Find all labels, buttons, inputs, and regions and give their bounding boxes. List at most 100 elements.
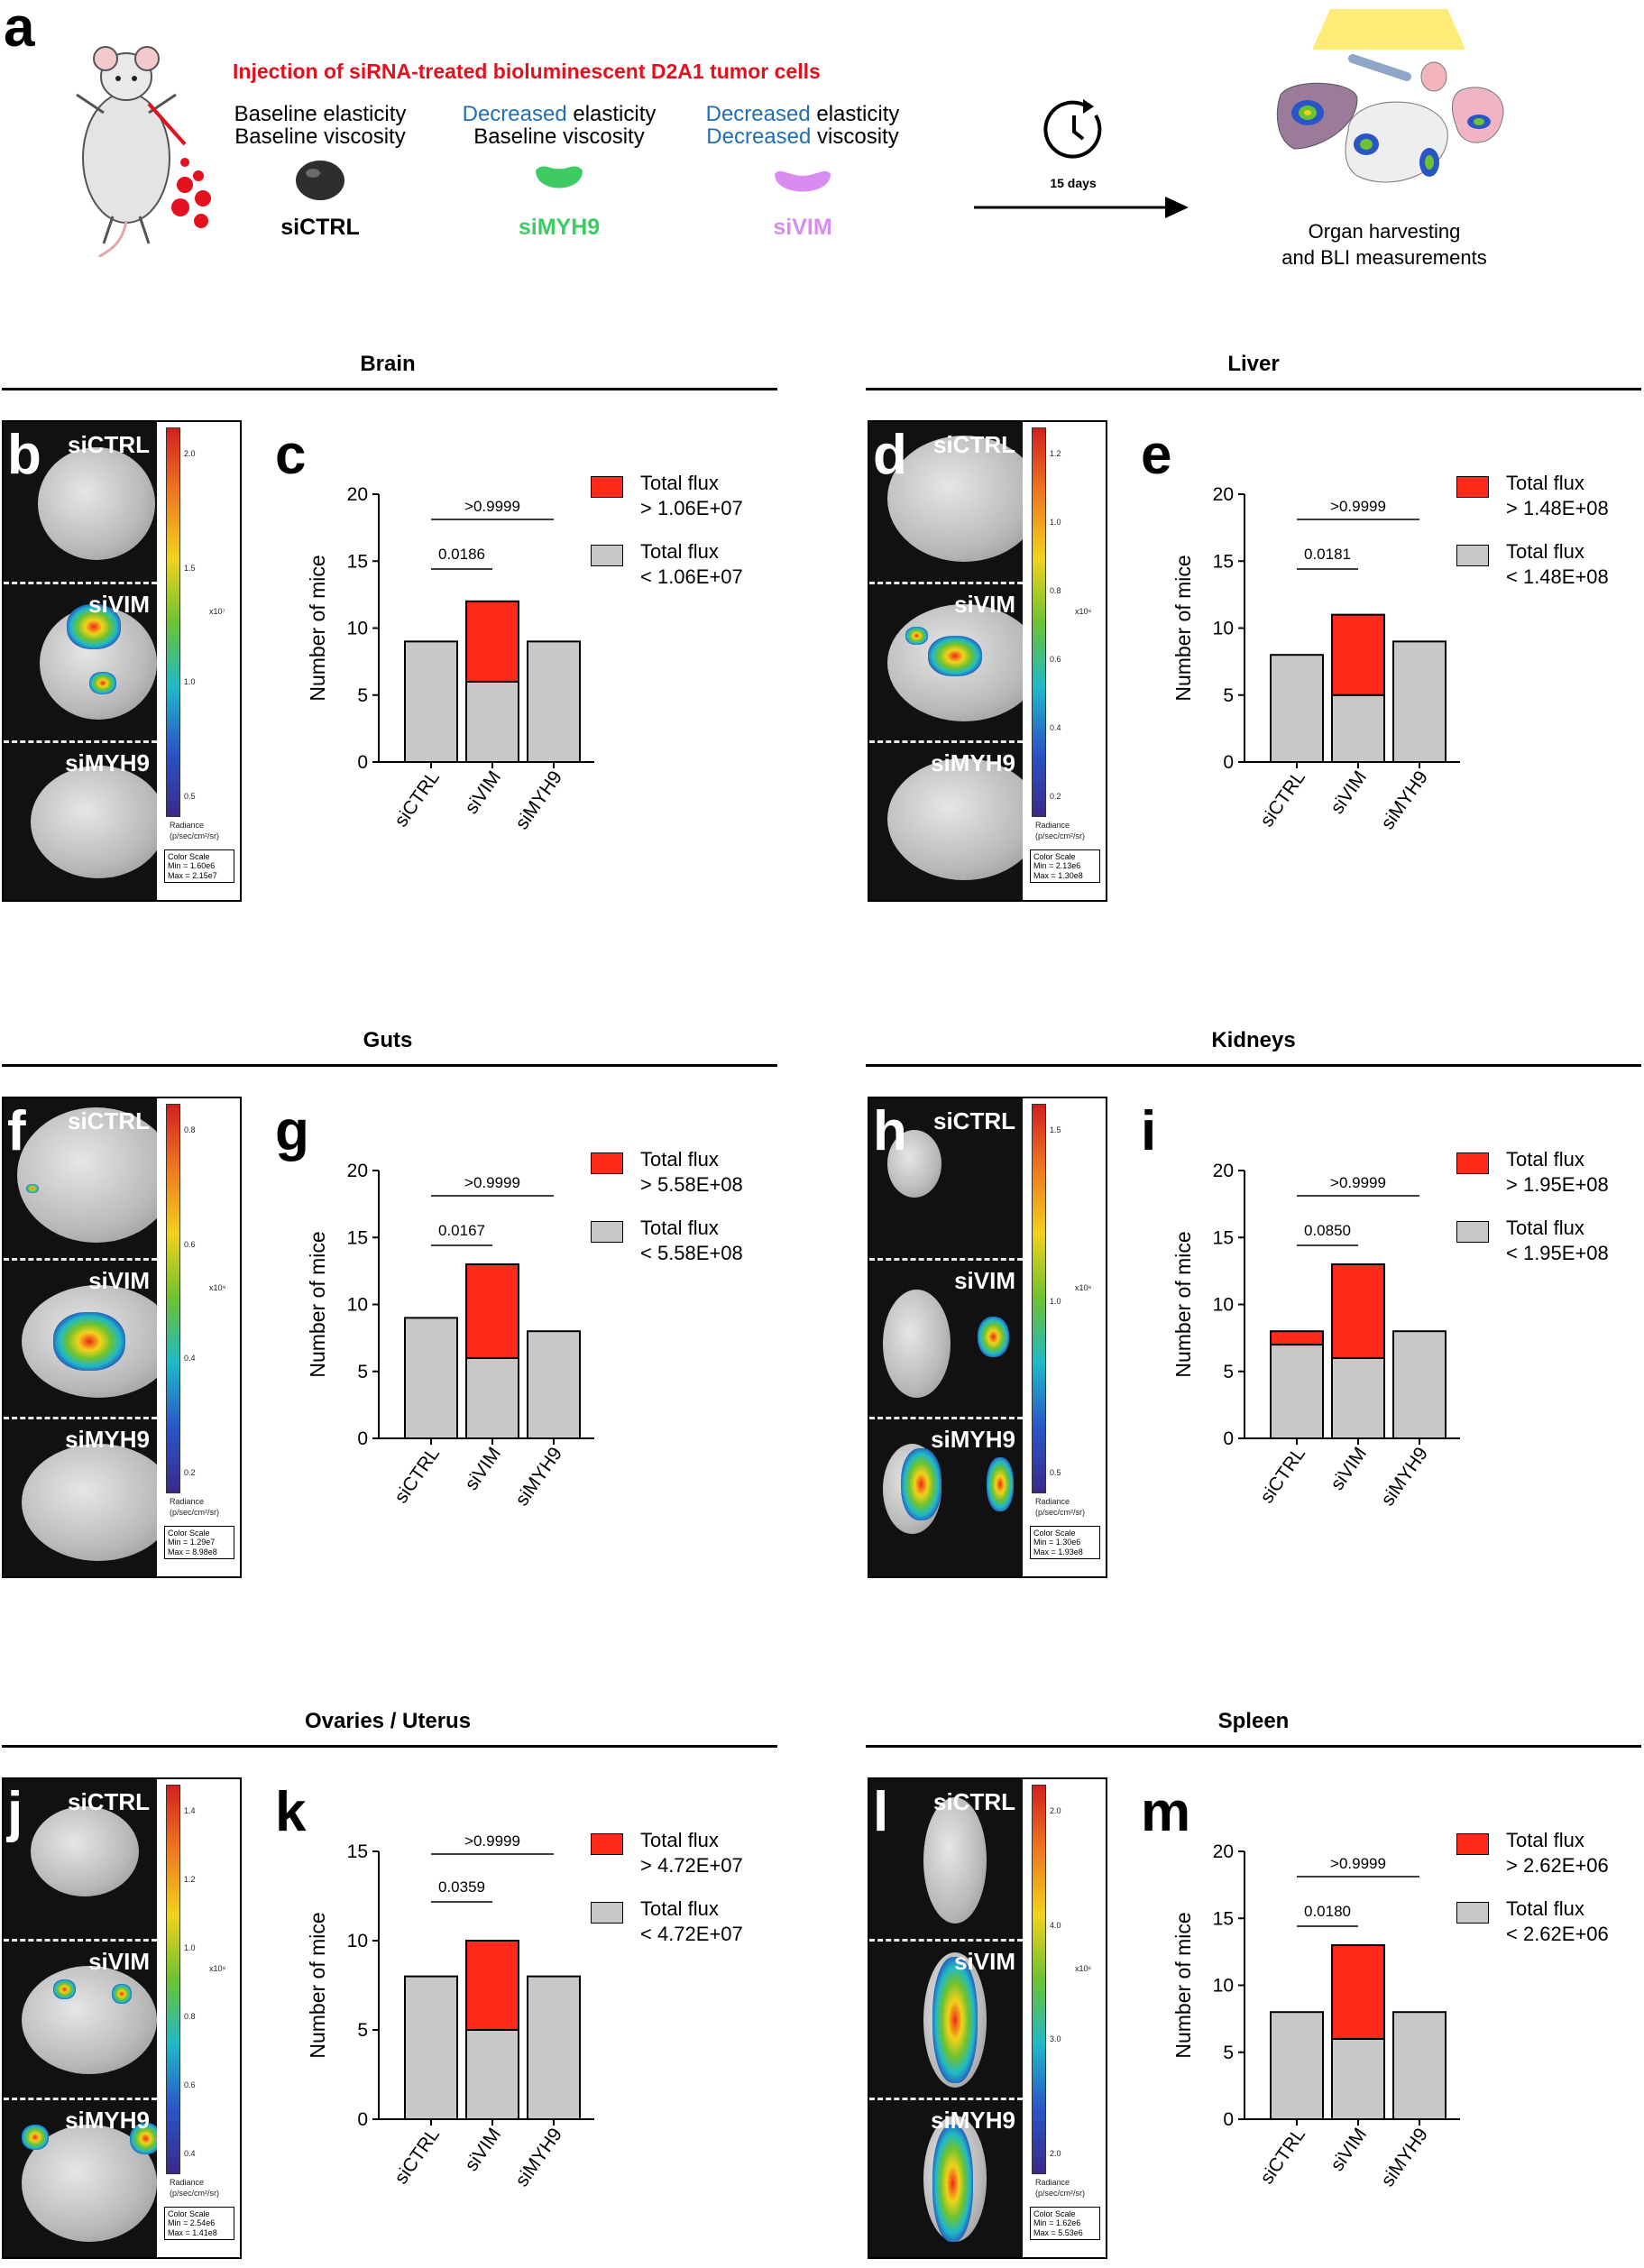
legend-high: Total flux > 1.95E+08 xyxy=(1506,1147,1609,1197)
y-tick-label: 5 xyxy=(357,1362,368,1382)
p-value-bottom: 0.0186 xyxy=(438,546,485,563)
panel-label-chart: k xyxy=(275,1781,307,1843)
x-tick-label: siCTRL xyxy=(390,767,444,831)
x-tick-label: siVIM xyxy=(1327,2125,1371,2175)
legend-swatch-low xyxy=(591,545,623,566)
legend-swatch-high xyxy=(591,476,623,498)
legend-high: Total flux > 1.48E+08 xyxy=(1506,471,1609,520)
bli-sample-label: siMYH9 xyxy=(65,1426,150,1454)
color-scale-bar xyxy=(1032,1785,1046,2174)
y-axis-label: Number of mice xyxy=(1171,555,1195,701)
legend-low-line-1: Total flux xyxy=(640,540,719,563)
bar-segment-high xyxy=(1331,1943,1385,2040)
color-scale-bar xyxy=(166,427,180,817)
legend-low: Total flux < 4.72E+07 xyxy=(640,1896,743,1946)
y-tick-label: 10 xyxy=(347,1295,368,1316)
bar-segment-low xyxy=(1270,1344,1324,1439)
legend-high: Total flux > 5.58E+08 xyxy=(640,1147,743,1197)
color-scale-title: Color Scale xyxy=(1033,2209,1076,2218)
legend-low: Total flux < 1.48E+08 xyxy=(1506,539,1609,589)
y-tick-label: 0 xyxy=(357,752,368,773)
condition-ctrl-name: siCTRL xyxy=(280,215,360,240)
outcome-line-1: Organ harvesting xyxy=(1308,220,1461,243)
radiance-label: Radiance xyxy=(1035,1497,1070,1506)
legend-high-line-2: > 1.48E+08 xyxy=(1506,496,1609,519)
stacked-bar-chart: 0 5 10 15 20 Number of mice siCTRL siVIM siMYH9 >… xyxy=(1171,1841,1460,2190)
bli-sample-label: siMYH9 xyxy=(931,749,1015,777)
y-tick-label: 5 xyxy=(1223,2043,1234,2063)
color-scale-title: Color Scale xyxy=(1033,1529,1076,1538)
cell-ctrl-icon xyxy=(296,161,344,200)
bli-sample-label: siCTRL xyxy=(933,1788,1015,1815)
bar-segment-low xyxy=(1392,2011,1447,2120)
legend-low-line-2: < 1.95E+08 xyxy=(1506,1241,1609,1264)
legend-low: Total flux < 1.06E+07 xyxy=(640,539,743,589)
sample-separator xyxy=(869,1257,1023,1261)
color-scale-exponent: x10⁸ xyxy=(1075,607,1092,616)
injection-title: Injection of siRNA-treated bioluminescen… xyxy=(233,60,821,83)
organ-title: Guts xyxy=(363,1028,413,1052)
x-tick-label: siMYH9 xyxy=(1377,1444,1432,1510)
y-tick-label: 20 xyxy=(1213,484,1234,505)
y-tick-label: 5 xyxy=(357,685,368,706)
bli-sample-label: siCTRL xyxy=(68,1107,150,1134)
color-scale-tick: 1.5 xyxy=(184,563,196,573)
x-tick-label: siCTRL xyxy=(390,2125,444,2189)
color-scale-bar xyxy=(1032,427,1046,817)
x-tick-label: siVIM xyxy=(1327,1444,1371,1494)
y-tick-label: 15 xyxy=(1213,1227,1234,1248)
bli-sample-label: siCTRL xyxy=(68,1788,150,1815)
radiance-unit: (p/sec/cm²/sr) xyxy=(170,831,219,840)
legend-high-line-2: > 5.58E+08 xyxy=(640,1172,743,1196)
color-scale-tick: 0.8 xyxy=(184,2012,196,2021)
bli-sample-label: siMYH9 xyxy=(65,2107,150,2135)
x-tick-label: siCTRL xyxy=(1256,767,1309,831)
bioluminescence-signal xyxy=(22,2125,49,2151)
section-divider xyxy=(866,388,1641,390)
x-tick-label: siCTRL xyxy=(1256,1444,1309,1508)
stacked-bar-chart: 0 5 10 15 20 Number of mice siCTRL siVIM siMYH9 >… xyxy=(306,1161,594,1510)
y-tick-label: 10 xyxy=(347,619,368,639)
color-scale-title: Color Scale xyxy=(168,1529,210,1538)
bar-segment-low xyxy=(404,1975,458,2120)
legend-swatch-high xyxy=(1456,1833,1489,1855)
radiance-unit: (p/sec/cm²/sr) xyxy=(1035,1508,1085,1517)
color-scale-bar xyxy=(166,1785,180,2174)
bioluminescence-signal xyxy=(932,2125,973,2243)
bli-sample-label: siVIM xyxy=(954,590,1015,618)
p-value-top: >0.9999 xyxy=(464,1832,520,1850)
legend-swatch-low xyxy=(591,1221,623,1243)
radiance-unit: (p/sec/cm²/sr) xyxy=(170,2189,219,2198)
bioluminescence-signal xyxy=(67,603,121,649)
legend-low-line-2: < 1.48E+08 xyxy=(1506,565,1609,588)
sample-separator xyxy=(869,1938,1023,1942)
organ-title: Spleen xyxy=(1217,1709,1290,1733)
stacked-bar-chart: 0 5 10 15 20 Number of mice siCTRL siVIM siMYH9 >… xyxy=(1171,484,1460,833)
bli-sample-label: siCTRL xyxy=(68,431,150,458)
bli-sample-section: siVIM xyxy=(4,1939,157,2098)
tissue-image xyxy=(31,1806,139,1896)
color-scale-box: Color Scale Min = 2.54e6 Max = 1.41e8 xyxy=(164,2207,234,2241)
bar-segment-high xyxy=(1331,1263,1385,1359)
bar-segment-low xyxy=(465,2029,519,2120)
p-value-bottom: 0.0850 xyxy=(1304,1222,1351,1239)
condition-myh9-text: Decreased elasticity Baseline viscosity xyxy=(462,102,657,150)
tissue-image xyxy=(923,1797,987,1924)
bioluminescence-signal xyxy=(53,1979,76,1999)
legend-high-line-2: > 1.06E+07 xyxy=(640,496,743,519)
legend-low-line-1: Total flux xyxy=(640,1217,719,1239)
condition-ctrl-text: Baseline elasticity Baseline viscosity xyxy=(234,102,407,150)
color-scale-box: Color Scale Min = 1.62e6 Max = 5.53e6 xyxy=(1030,2207,1100,2241)
color-scale-tick: 1.0 xyxy=(1050,1297,1061,1306)
bli-sample-label: siMYH9 xyxy=(931,1426,1015,1454)
sample-separator xyxy=(4,1938,157,1942)
bli-sample-section: siMYH9 xyxy=(4,2098,157,2257)
bioluminescence-signal xyxy=(932,1956,978,2083)
legend-swatch-low xyxy=(1456,545,1489,566)
color-scale-tick: 0.6 xyxy=(1050,655,1061,664)
sample-separator xyxy=(4,740,157,744)
bli-image: siCTRL siVIM siMYH9 xyxy=(869,1779,1023,2257)
timer-label: 15 days xyxy=(1050,176,1097,190)
bli-sample-section: siMYH9 xyxy=(869,2098,1023,2257)
radiance-unit: (p/sec/cm²/sr) xyxy=(1035,2189,1085,2198)
